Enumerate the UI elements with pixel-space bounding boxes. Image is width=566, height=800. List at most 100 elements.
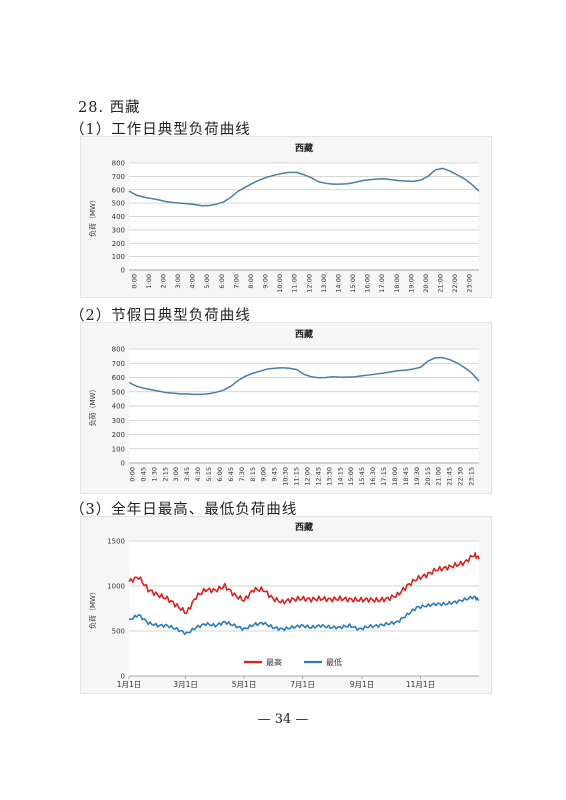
y-tick-label: 500 <box>112 388 125 396</box>
y-tick-label: 600 <box>112 186 125 194</box>
x-tick-label: 4:30 <box>194 467 202 482</box>
x-tick-label: 9月1日 <box>350 680 375 689</box>
y-axis-label: 负荷（MW） <box>88 386 97 427</box>
series-line <box>128 595 480 636</box>
subheading-weekday: （1）工作日典型负荷曲线 <box>70 122 251 138</box>
y-axis-label: 负荷（MW） <box>88 196 97 237</box>
y-tick-label: 800 <box>112 346 125 354</box>
x-tick-label: 0:00 <box>130 274 138 289</box>
y-tick-label: 1000 <box>107 583 125 591</box>
x-tick-label: 21:00 <box>435 467 443 486</box>
series-line <box>128 356 480 396</box>
x-tick-label: 16:00 <box>364 274 372 293</box>
y-tick-label: 700 <box>112 360 125 368</box>
x-tick-label: 22:30 <box>457 467 465 486</box>
x-tick-label: 1:00 <box>145 274 153 289</box>
x-tick-label: 2:15 <box>161 467 169 482</box>
y-tick-label: 100 <box>112 253 125 261</box>
x-tick-label: 7:00 <box>232 274 240 289</box>
x-tick-label: 12:00 <box>305 274 313 293</box>
x-tick-label: 21:45 <box>446 467 454 486</box>
x-tick-label: 5:15 <box>205 467 213 482</box>
x-tick-label: 5:00 <box>203 274 211 289</box>
x-tick-label: 9:00 <box>260 467 268 482</box>
x-tick-label: 3:00 <box>174 274 182 289</box>
x-tick-label: 6:00 <box>218 274 226 289</box>
chart-title: 西藏 <box>295 142 313 154</box>
x-tick-label: 1:30 <box>150 467 158 482</box>
x-tick-label: 3月1日 <box>173 680 198 689</box>
x-tick-label: 23:00 <box>466 274 474 293</box>
x-tick-label: 19:30 <box>413 467 421 486</box>
x-tick-label: 13:00 <box>320 274 328 293</box>
chart-title: 西藏 <box>295 328 313 340</box>
weekday-chart: 西藏 0 100 200 300 400 500 600 700 800 负荷（MW） 0:00 1:0… <box>80 136 492 298</box>
y-tick-label: 200 <box>112 240 125 248</box>
x-tick-label: 19:00 <box>407 274 415 293</box>
x-tick-label: 0:00 <box>128 467 136 482</box>
y-tick-label: 500 <box>112 200 125 208</box>
x-tick-label: 2:00 <box>159 274 167 289</box>
y-tick-label: 400 <box>112 213 125 221</box>
x-tick-label: 11月1日 <box>406 680 435 689</box>
x-tick-label: 12:00 <box>303 467 311 486</box>
y-tick-label: 0 <box>121 460 125 468</box>
subheading-holiday: （2）节假日典型负荷曲线 <box>70 308 251 324</box>
x-tick-label: 6:45 <box>227 467 235 482</box>
legend-label: 最高 <box>266 657 282 667</box>
x-tick-label: 5月1日 <box>232 680 257 689</box>
x-tick-label: 10:00 <box>276 274 284 293</box>
x-tick-label: 3:00 <box>172 467 180 482</box>
y-tick-label: 1500 <box>107 538 125 546</box>
x-tick-label: 17:00 <box>378 274 386 293</box>
series-line <box>128 552 480 615</box>
y-tick-label: 700 <box>112 173 125 181</box>
x-tick-label: 12:45 <box>314 467 322 486</box>
x-tick-label: 21:00 <box>437 274 445 293</box>
y-tick-label: 600 <box>112 374 125 382</box>
y-tick-label: 300 <box>112 417 125 425</box>
holiday-chart-svg: 西藏 0 100 200 300 400 500 600 700 800 负荷（MW） 0:00 0:4… <box>88 328 480 486</box>
x-tick-label: 10:30 <box>282 467 290 486</box>
section-title: 28. 西藏 <box>78 100 141 116</box>
x-tick-label: 7月1日 <box>290 680 315 689</box>
y-tick-label: 800 <box>112 160 125 168</box>
legend-label: 最低 <box>326 657 342 667</box>
x-tick-label: 8:00 <box>247 274 255 289</box>
x-tick-label: 1月1日 <box>117 680 142 689</box>
x-tick-label: 14:00 <box>334 274 342 293</box>
x-tick-label: 20:00 <box>422 274 430 293</box>
x-tick-label: 6:00 <box>216 467 224 482</box>
x-tick-label: 23:15 <box>468 467 476 486</box>
annual-chart: 西藏 0 500 1000 1500 负荷（MW） 1月1日 3月1日 5月1日 7月1日 9月1日… <box>80 516 492 694</box>
y-tick-label: 300 <box>112 226 125 234</box>
x-tick-label: 3:45 <box>183 467 191 482</box>
x-tick-label: 14:15 <box>336 467 344 486</box>
x-tick-label: 15:00 <box>349 274 357 293</box>
y-tick-label: 100 <box>112 445 125 453</box>
y-tick-label: 200 <box>112 431 125 439</box>
x-tick-label: 15:45 <box>358 467 366 486</box>
annual-chart-svg: 西藏 0 500 1000 1500 负荷（MW） 1月1日 3月1日 5月1日 7月1日 9月1日… <box>88 521 480 689</box>
x-tick-label: 11:15 <box>293 467 301 486</box>
weekday-chart-svg: 西藏 0 100 200 300 400 500 600 700 800 负荷（MW） 0:00 1:0… <box>88 142 480 293</box>
y-tick-label: 400 <box>112 403 125 411</box>
y-tick-label: 0 <box>121 267 125 275</box>
chart-title: 西藏 <box>295 521 313 533</box>
page-number: — 34 — <box>257 712 309 727</box>
series-line <box>128 167 480 207</box>
x-tick-label: 4:00 <box>189 274 197 289</box>
y-tick-label: 500 <box>112 628 125 636</box>
x-tick-label: 7:30 <box>238 467 246 482</box>
x-tick-label: 22:00 <box>451 274 459 293</box>
holiday-chart: 西藏 0 100 200 300 400 500 600 700 800 负荷（MW） 0:00 0:4… <box>80 322 492 494</box>
y-tick-label: 0 <box>121 673 125 681</box>
x-tick-label: 18:45 <box>402 467 410 486</box>
x-tick-label: 16:30 <box>369 467 377 486</box>
x-tick-label: 0:45 <box>139 467 147 482</box>
x-tick-label: 17:15 <box>380 467 388 486</box>
x-tick-label: 13:30 <box>325 467 333 486</box>
x-tick-label: 18:00 <box>391 467 399 486</box>
x-tick-label: 15:00 <box>347 467 355 486</box>
x-tick-label: 18:00 <box>393 274 401 293</box>
